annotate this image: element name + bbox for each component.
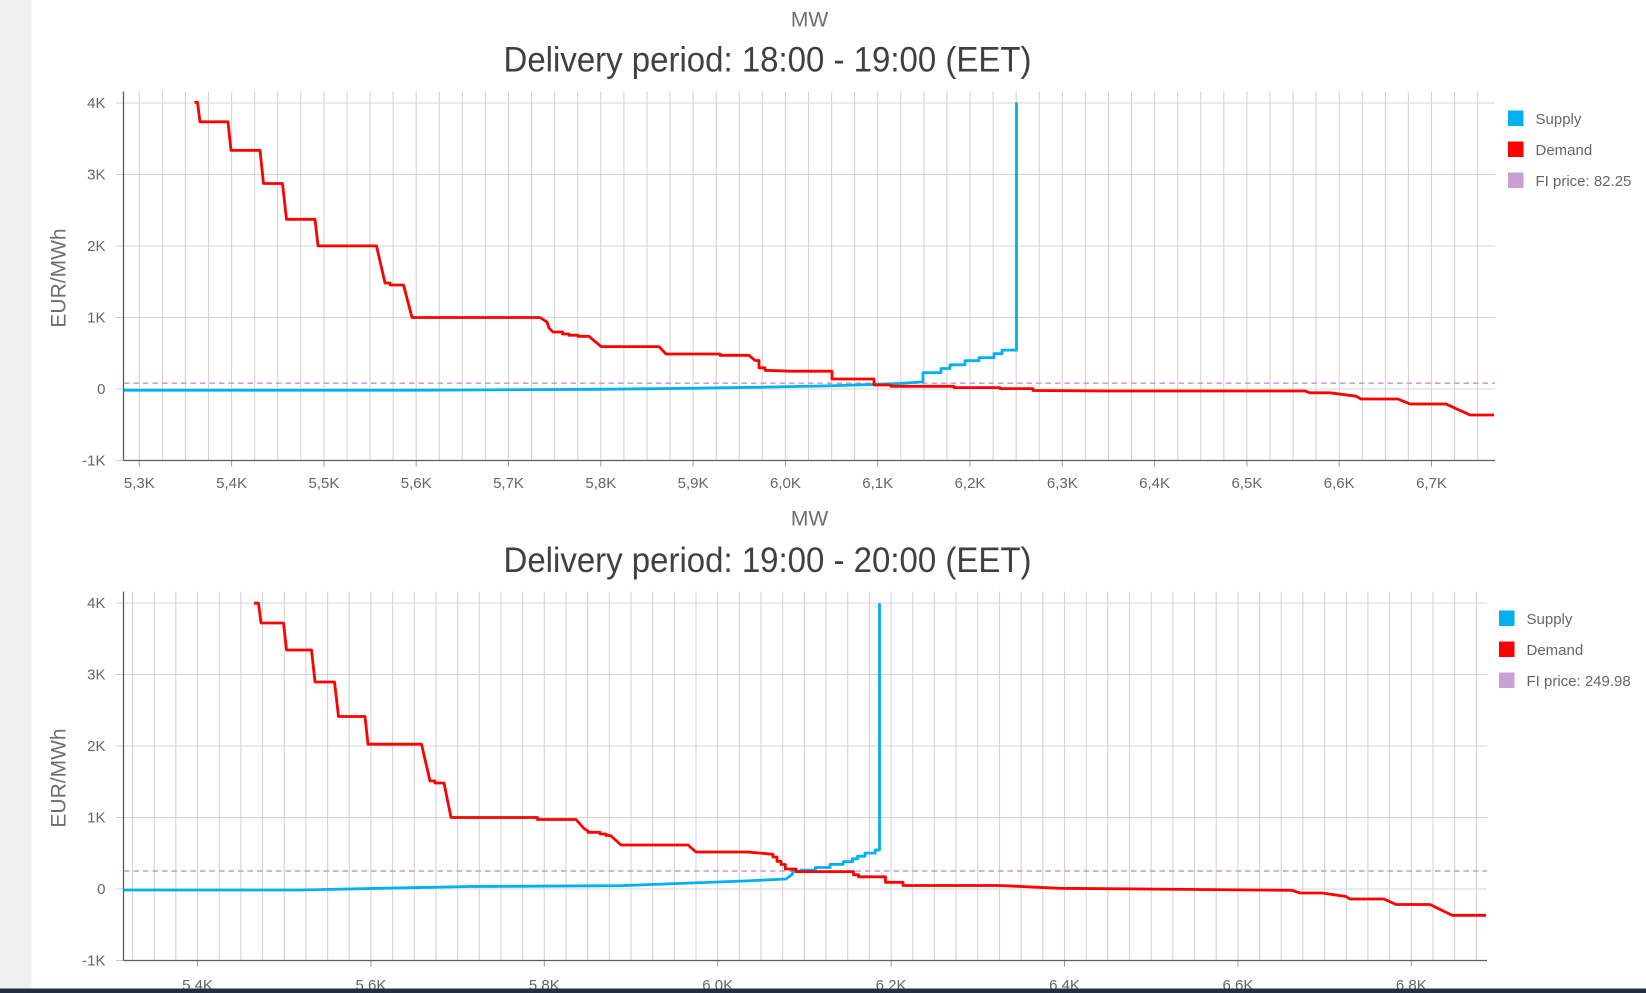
svg-text:3K: 3K [87,167,105,184]
svg-text:2K: 2K [87,738,105,755]
svg-text:1K: 1K [87,810,105,827]
svg-text:6,6K: 6,6K [1324,475,1355,492]
svg-text:0: 0 [97,381,105,398]
svg-text:Delivery period: 19:00 - 20:00: Delivery period: 19:00 - 20:00 (EET) [504,541,1032,580]
svg-text:5,9K: 5,9K [678,475,709,492]
svg-text:3K: 3K [87,667,105,684]
svg-text:MW: MW [791,9,828,32]
svg-text:6,7K: 6,7K [1416,475,1447,492]
svg-text:4K: 4K [87,95,105,112]
svg-text:6,4K: 6,4K [1139,475,1170,492]
svg-text:Supply: Supply [1527,611,1573,628]
svg-text:5,8K: 5,8K [585,475,616,492]
svg-text:-1K: -1K [82,453,105,470]
svg-text:5,6K: 5,6K [401,475,432,492]
svg-text:Demand: Demand [1536,142,1593,159]
svg-text:4K: 4K [87,595,105,612]
svg-text:6,1K: 6,1K [862,475,893,492]
svg-text:MW: MW [791,508,828,531]
svg-text:6,5K: 6,5K [1231,475,1262,492]
svg-text:6,3K: 6,3K [1047,475,1078,492]
svg-text:EUR/MWh: EUR/MWh [48,228,71,327]
svg-text:Supply: Supply [1536,111,1582,128]
svg-text:2K: 2K [87,238,105,255]
svg-text:6,0K: 6,0K [770,475,801,492]
svg-text:6,2K: 6,2K [955,475,986,492]
svg-text:1K: 1K [87,310,105,327]
svg-text:5,5K: 5,5K [308,475,339,492]
svg-text:5,4K: 5,4K [216,475,247,492]
svg-text:EUR/MWh: EUR/MWh [48,728,71,827]
svg-text:5,7K: 5,7K [493,475,524,492]
svg-text:-1K: -1K [82,953,105,970]
svg-text:FI price: 82.25: FI price: 82.25 [1536,173,1632,190]
svg-text:Demand: Demand [1527,642,1584,659]
svg-text:5,3K: 5,3K [124,475,155,492]
svg-text:Delivery period: 18:00 - 19:00: Delivery period: 18:00 - 19:00 (EET) [504,41,1032,80]
svg-text:FI price: 249.98: FI price: 249.98 [1527,673,1631,690]
svg-text:0: 0 [97,881,105,898]
